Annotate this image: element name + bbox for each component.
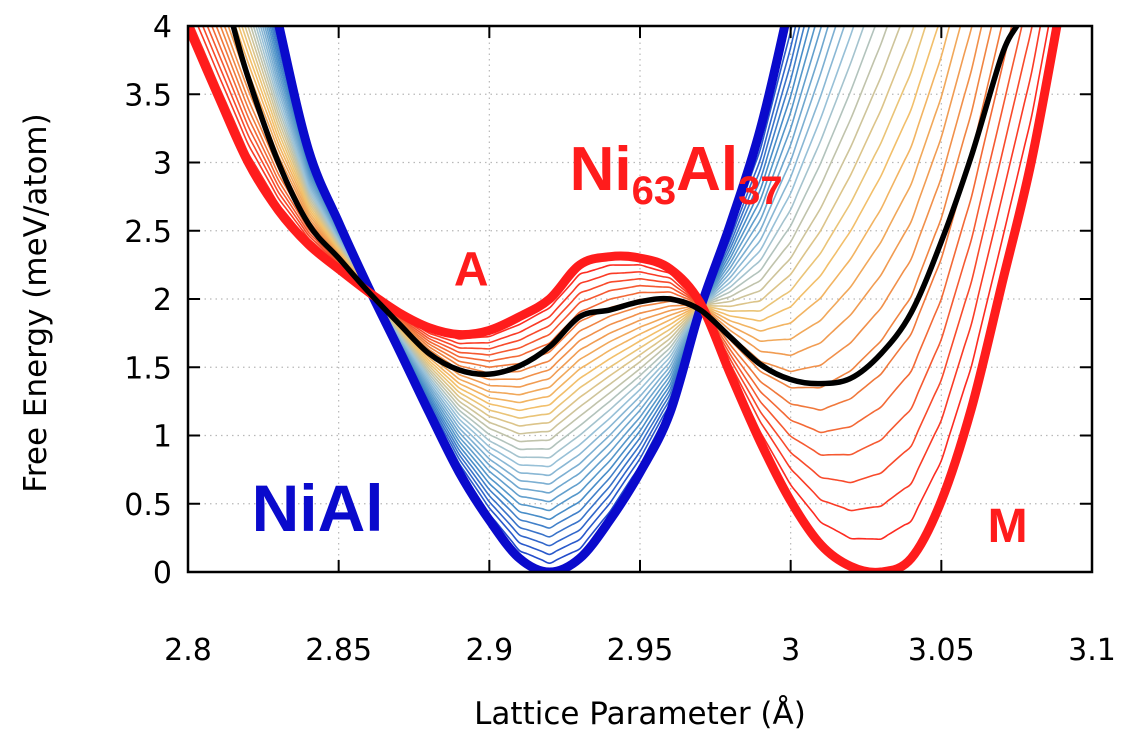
intermediate-curve	[265, 26, 823, 503]
intermediate-curve	[231, 26, 962, 396]
intermediate-curve	[244, 26, 915, 427]
annotation-a: A	[454, 243, 489, 296]
intermediate-curve	[267, 26, 816, 512]
intermediate-curve	[192, 26, 1050, 541]
x-tick-label: 2.9	[465, 633, 513, 668]
y-axis-title: Free Energy (meV/atom)	[18, 113, 54, 492]
y-tick-label: 1	[153, 420, 172, 455]
y-tick-label: 2.5	[124, 215, 172, 250]
intermediate-curve	[274, 26, 797, 547]
y-tick-label: 4	[153, 10, 172, 45]
x-tick-label: 3	[781, 633, 800, 668]
ni63al37-label-ni: Ni	[570, 135, 632, 204]
intermediate-curve	[252, 26, 877, 451]
ni63al37-label: Ni63Al37	[570, 135, 783, 213]
intermediate-curve	[227, 26, 973, 388]
x-tick-label: 3.1	[1068, 633, 1116, 668]
y-tick-label: 0.5	[124, 488, 172, 523]
y-tick-label: 3.5	[124, 78, 172, 113]
intermediate-curve	[206, 26, 1023, 456]
ni63al37-label-sub2: 37	[738, 169, 783, 213]
x-tick-label: 2.8	[164, 633, 212, 668]
x-tick-label: 2.85	[305, 633, 372, 668]
axis-ticks: 2.8 2.85 2.9 2.95 3 3.05 3.1 0 0.5 1 1.5 2 2.5 3 3.5 4	[124, 10, 1116, 668]
intermediate-curve	[261, 26, 837, 485]
intermediate-curve	[240, 26, 927, 419]
ni63al37-curve	[188, 26, 1062, 572]
intermediate-curve	[234, 26, 951, 404]
intermediate-curve	[263, 26, 830, 494]
annotation-m: M	[988, 500, 1028, 553]
ni63al37-label-al: Al	[676, 135, 738, 204]
highlight-curve	[230, 26, 1020, 387]
x-axis-title: Lattice Parameter (Å)	[474, 696, 806, 732]
y-tick-label: 0	[153, 556, 172, 591]
intermediate-curve	[237, 26, 940, 412]
intermediate-curve	[272, 26, 801, 538]
x-tick-label: 2.95	[607, 633, 674, 668]
ni63al37-label-sub1: 63	[632, 169, 677, 213]
nial-curve	[274, 26, 790, 572]
intermediate-curve	[249, 26, 889, 443]
y-tick-label: 3	[153, 147, 172, 182]
intermediate-curve	[257, 26, 855, 468]
y-tick-label: 2	[153, 283, 172, 318]
x-tick-label: 3.05	[908, 633, 975, 668]
annotation-nial: NiAl	[252, 471, 384, 545]
curves	[188, 26, 1062, 572]
intermediate-curve	[255, 26, 865, 459]
intermediate-curve	[259, 26, 846, 477]
intermediate-curve	[247, 26, 902, 435]
y-tick-label: 1.5	[124, 351, 172, 386]
